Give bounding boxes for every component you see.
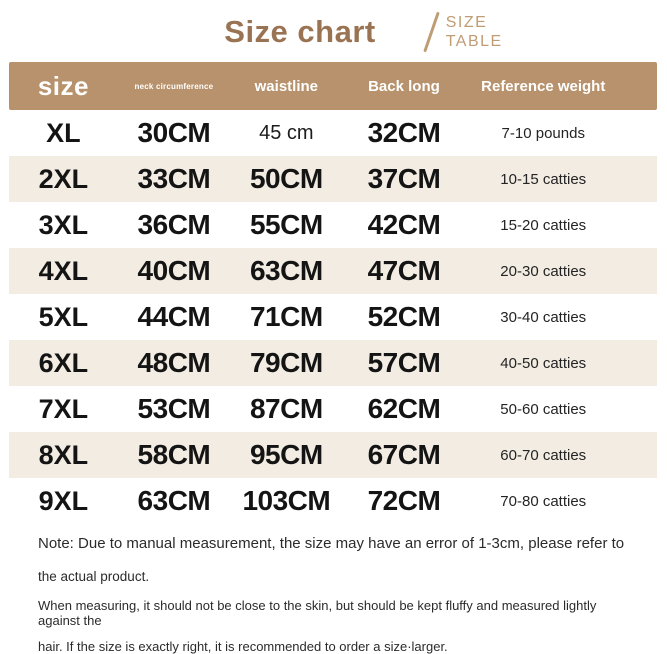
cell-neck: 44CM [137,301,211,332]
cell-weight: 50-60 catties [500,400,587,418]
subtitle-line-1: SIZE [445,14,488,31]
cell-back: 37CM [367,163,441,194]
cell-weight: 10-15 catties [500,170,587,188]
cell-size: XL [46,117,81,148]
header-waistline: waistline [254,77,318,95]
cell-waist: 79CM [249,347,323,378]
table-row: 4XL 40CM 63CM 47CM 20-30 catties [9,248,657,294]
cell-waist: 87CM [249,393,323,424]
cell-size: 9XL [38,485,89,516]
cell-neck: 30CM [137,117,211,148]
table-header-row: size neck circumference waistline Back l… [9,62,657,110]
header-reference-weight: Reference weight [481,77,606,95]
table-row: 7XL 53CM 87CM 62CM 50-60 catties [9,386,657,432]
cell-weight: 30-40 catties [500,308,587,326]
table-row: 2XL 33CM 50CM 37CM 10-15 catties [9,156,657,202]
cell-back: 42CM [367,209,441,240]
cell-waist: 50CM [249,163,323,194]
cell-weight: 7-10 pounds [501,124,585,142]
cell-back: 52CM [367,301,441,332]
cell-neck: 33CM [137,163,211,194]
cell-size: 4XL [38,255,89,286]
cell-neck: 53CM [137,393,211,424]
cell-waist: 63CM [249,255,323,286]
note-line-1: Note: Due to manual measurement, the siz… [38,535,625,552]
cell-size: 7XL [38,393,89,424]
subtitle-line-2: TABLE [445,33,503,50]
cell-waist: 45 cm [259,121,314,144]
cell-back: 67CM [367,439,441,470]
cell-waist: 95CM [249,439,323,470]
cell-back: 62CM [367,393,441,424]
table-row: XL 30CM 45 cm 32CM 7-10 pounds [9,110,657,156]
table-row: 6XL 48CM 79CM 57CM 40-50 catties [9,340,657,386]
cell-waist: 55CM [249,209,323,240]
header-size: size [37,70,89,101]
cell-neck: 48CM [137,347,211,378]
cell-back: 32CM [367,117,441,148]
cell-back: 57CM [367,347,441,378]
cell-neck: 36CM [137,209,211,240]
table-row: 9XL 63CM 103CM 72CM 70-80 catties [9,478,657,524]
cell-weight: 15-20 catties [500,216,587,234]
cell-waist: 103CM [242,485,331,516]
title-block: Size chart SIZE TABLE [30,6,667,58]
header-back-long: Back long [368,77,440,95]
note-line-4: hair. If the size is exactly right, it i… [38,639,448,654]
cell-size: 6XL [38,347,89,378]
cell-back: 47CM [367,255,441,286]
cell-back: 72CM [367,485,441,516]
cell-size: 5XL [38,301,89,332]
cell-neck: 58CM [137,439,211,470]
cell-neck: 40CM [137,255,211,286]
size-table: size neck circumference waistline Back l… [9,62,657,524]
note-line-3: When measuring, it should not be close t… [38,598,597,628]
cell-size: 2XL [38,163,89,194]
cell-weight: 70-80 catties [500,492,587,510]
cell-weight: 20-30 catties [500,262,587,280]
header-neck-circumference: neck circumference [134,81,214,91]
cell-waist: 71CM [249,301,323,332]
table-row: 3XL 36CM 55CM 42CM 15-20 catties [9,202,657,248]
note-line-2: the actual product. [38,569,150,584]
cell-size: 3XL [38,209,89,240]
page-subtitle: SIZE TABLE [446,13,503,51]
cell-weight: 40-50 catties [500,354,587,372]
cell-size: 8XL [38,439,89,470]
notes-block: Note: Due to manual measurement, the siz… [38,535,638,654]
cell-weight: 60-70 catties [500,446,587,464]
table-row: 5XL 44CM 71CM 52CM 30-40 catties [9,294,657,340]
slash-divider-icon [422,11,440,53]
table-row: 8XL 58CM 95CM 67CM 60-70 catties [9,432,657,478]
page-title: Size chart [224,14,376,49]
cell-neck: 63CM [137,485,211,516]
